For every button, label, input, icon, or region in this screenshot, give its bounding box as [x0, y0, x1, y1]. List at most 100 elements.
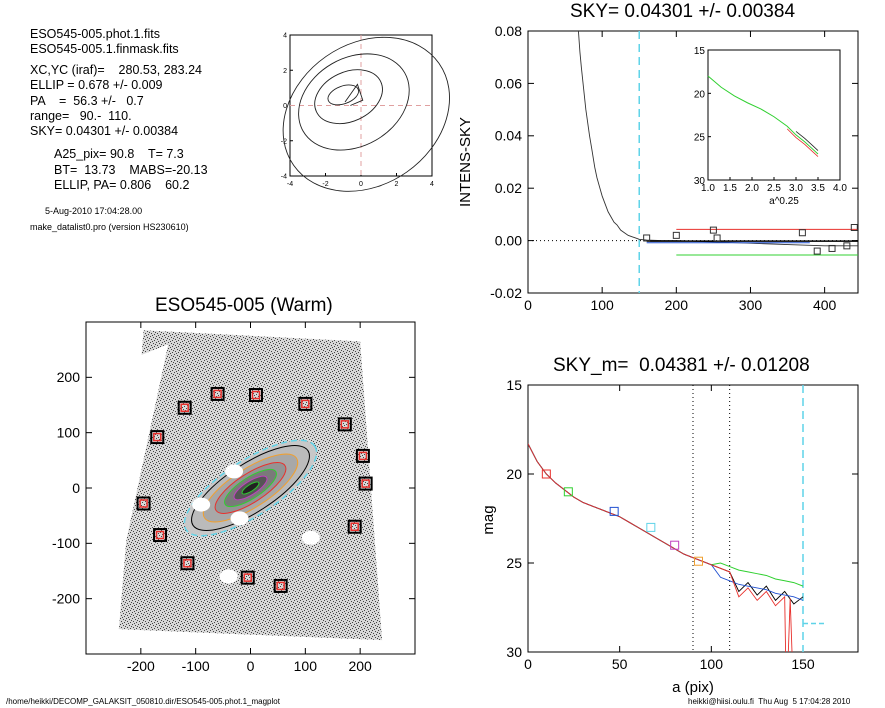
image-mask-hole [192, 497, 211, 512]
sky-xtick-label: 300 [739, 297, 763, 313]
sky-ytick-label: 0.00 [495, 233, 522, 249]
sky-square-marker [709, 226, 717, 234]
mag-xtick-label: 0 [524, 656, 532, 672]
mag-xtick-label: 50 [612, 656, 628, 672]
sky-box-inner [139, 499, 148, 508]
sky-box-inner [153, 432, 162, 442]
sky-box-outer [136, 496, 151, 511]
sky-box-outer [210, 386, 225, 401]
mag-xlabel: a (pix) [672, 679, 714, 696]
mag-plot-title: SKY_m= 0.04381 +/- 0.01208 [553, 355, 810, 376]
inset-ytick-label: 15 [694, 46, 706, 57]
inset-xtick-label: 2.5 [767, 183, 781, 194]
mag-profile-blue [528, 443, 804, 601]
info-line-ellip: ELLIP = 0.678 +/- 0.009 [30, 78, 163, 92]
inset-ytick-label: 30 [694, 176, 706, 187]
sky-square-marker [713, 234, 721, 242]
sky-xtick-label: 400 [813, 297, 837, 313]
info-line-range: range= 90.- 110. [30, 109, 132, 123]
inset-profile-red [786, 128, 819, 157]
image-xtick-label: 0 [247, 658, 255, 674]
image-ytick-label: 100 [57, 425, 81, 441]
sky-box-outer [337, 417, 352, 432]
sky-ytick-label: 0.06 [495, 75, 522, 91]
image-mask-hole [230, 511, 249, 526]
sky-box-outer [355, 448, 370, 463]
sky-ytick-label: 0.04 [495, 128, 522, 144]
info-line-bt: BT= 13.73 MABS=-20.13 [54, 163, 208, 177]
mag-square-cyan [646, 522, 656, 532]
image-ytick-label: -100 [52, 535, 80, 551]
sky-box-outer [177, 400, 192, 415]
sky-axes-frame [527, 30, 859, 294]
sky-square-marker [843, 242, 851, 250]
image-xtick-label: 200 [348, 658, 372, 674]
mag-profile-red [528, 443, 793, 652]
contour-xtick-label: -2 [322, 181, 328, 188]
image-mask-hole [219, 569, 238, 584]
inset-ytick-label: 25 [694, 133, 706, 144]
mag-profile-black [528, 443, 804, 605]
sky-box-inner [340, 420, 350, 429]
mag-square-magenta [670, 540, 680, 550]
info-line-xcyc: XC,YC (iraf)= 280.53, 283.24 [30, 63, 202, 77]
info-line-sky: SKY= 0.04301 +/- 0.00384 [30, 124, 179, 138]
inset-xtick-label: 3.5 [811, 183, 825, 194]
info-line-pa: PA = 56.3 +/- 0.7 [30, 94, 144, 108]
contour-lines [282, 36, 450, 192]
sky-square-marker [828, 244, 836, 252]
sky-square-marker [813, 247, 821, 255]
image-mask-hole [301, 530, 320, 545]
image-ytick-label: 200 [57, 369, 81, 385]
contour-level [314, 69, 383, 125]
sky-box-inner [276, 581, 285, 591]
sky-box-outer [273, 578, 288, 593]
sky-box-outer [248, 388, 263, 403]
sky-box-outer [153, 528, 168, 543]
info-date: 5-Aug-2010 17:04:28.00 [45, 206, 143, 216]
sky-plot-title: SKY= 0.04301 +/- 0.00384 [570, 1, 796, 22]
image-ytick-label: 0 [72, 480, 80, 496]
mag-ytick-label: 30 [506, 644, 522, 660]
contour-ytick-label: -4 [281, 174, 287, 181]
sky-box-inner [358, 451, 368, 461]
sky-xtick-label: 200 [665, 297, 689, 313]
contour-core [344, 83, 364, 106]
footer-user-date: heikki@hiisi.oulu.fi Thu Aug 5 17:04:28 … [688, 697, 851, 706]
sky-box-inner [213, 389, 222, 399]
sky-box-inner [243, 573, 253, 582]
sky-square-marker [672, 231, 680, 239]
sky-box-outer [240, 570, 255, 585]
contour-xtick-label: 0 [359, 181, 363, 188]
mag-square-orange [694, 556, 703, 566]
info-file2: ESO545-005.1.finmask.fits [30, 42, 179, 56]
sky-box-outer [150, 430, 165, 445]
contour-xtick-label: 2 [395, 181, 399, 188]
mag-ylabel: mag [480, 505, 497, 534]
sky-box-outer [180, 556, 195, 571]
sky-box-inner [350, 522, 359, 531]
info-line-a25: A25_pix= 90.8 T= 7.3 [54, 147, 184, 161]
image-xtick-label: 100 [294, 658, 318, 674]
image-corner-mask [86, 344, 169, 627]
image-ytick-label: -200 [52, 591, 80, 607]
contour-level [327, 84, 360, 106]
mag-square-green [563, 487, 573, 497]
contour-ytick-label: 4 [283, 33, 287, 40]
inset-profile-green [707, 75, 819, 155]
contour-ytick-label: 0 [283, 103, 287, 110]
sky-ytick-label: 0.02 [495, 180, 522, 196]
contour-xtick-label: 4 [430, 181, 434, 188]
mag-profile-green [528, 443, 804, 587]
inset-xtick-label: 1.0 [701, 183, 715, 194]
mag-lines [528, 443, 804, 652]
sky-xtick-label: 100 [590, 297, 614, 313]
sky-box-inner [361, 479, 370, 488]
image-content [86, 330, 383, 641]
info-file1: ESO545-005.phot.1.fits [30, 27, 160, 41]
sky-box-inner [183, 559, 192, 568]
mag-ytick-label: 15 [506, 377, 522, 393]
sky-box-outer [347, 519, 362, 534]
mag-xtick-label: 100 [700, 656, 724, 672]
